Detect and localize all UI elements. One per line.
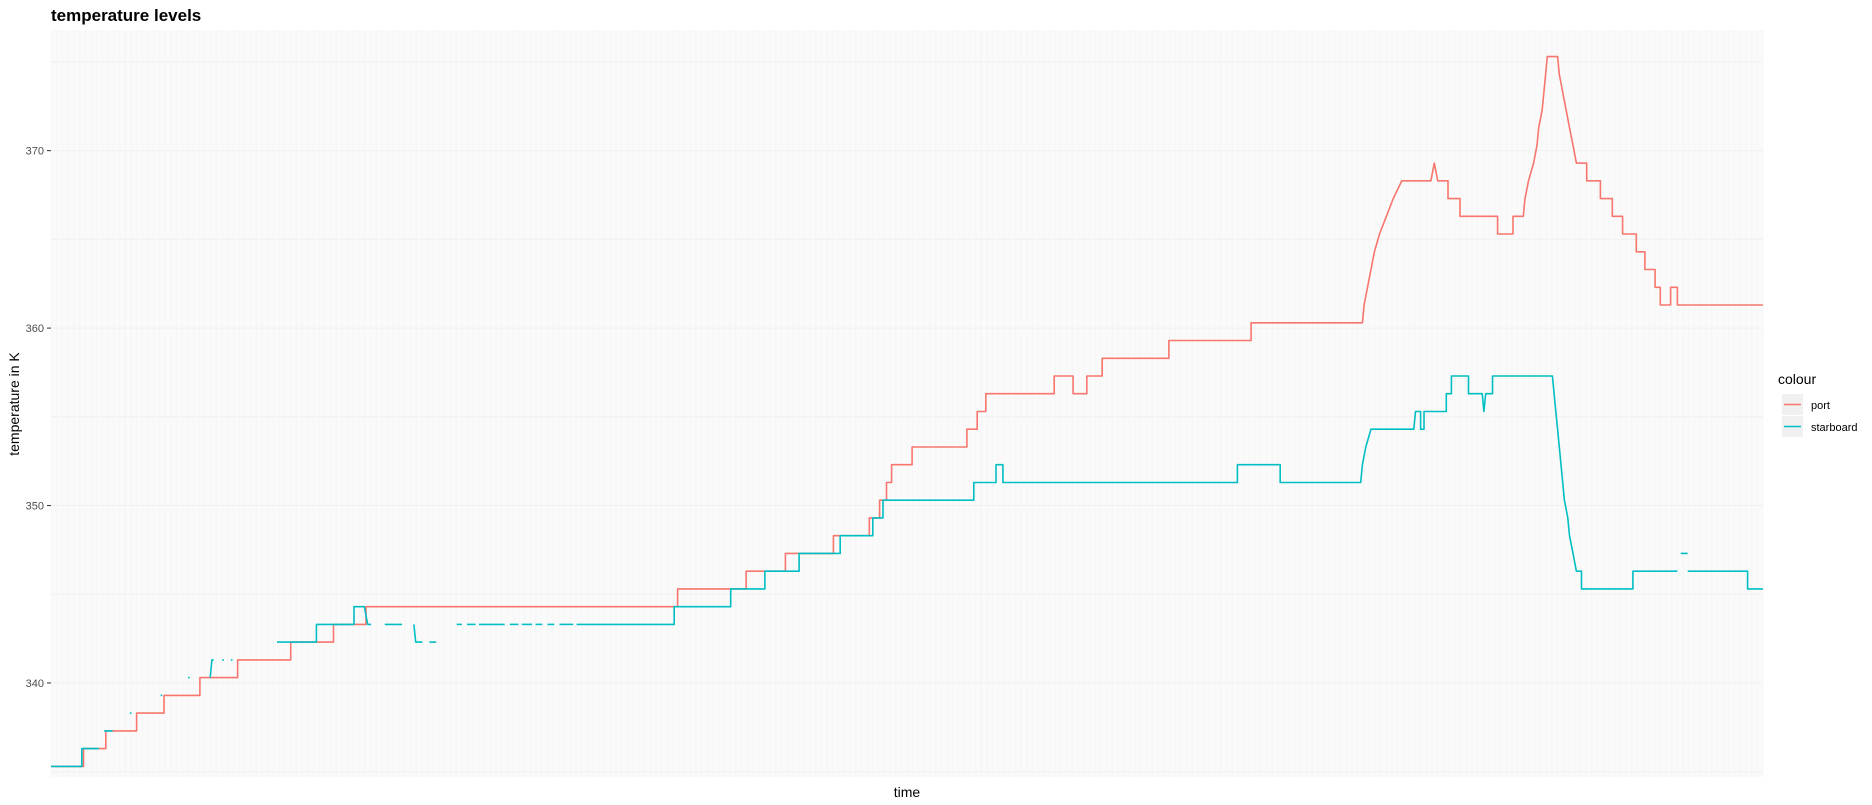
series-line-port: [51, 55, 1763, 768]
y-tick-label: 370: [26, 146, 44, 158]
series-line-starboard: [209, 659, 214, 678]
chart-title: temperature levels: [51, 6, 201, 25]
series-lines: [51, 55, 1763, 768]
legend-label-port: port: [1811, 400, 1830, 412]
series-line-starboard: [413, 624, 423, 643]
series-starboard: [51, 375, 1763, 768]
series-line-starboard: [277, 605, 372, 643]
y-axis-title: temperature in K: [6, 352, 22, 456]
series-line-starboard: [51, 747, 99, 768]
legend-title: colour: [1778, 371, 1816, 387]
y-tick-label: 340: [26, 678, 44, 690]
legend-label-starboard: starboard: [1811, 422, 1857, 434]
y-axis-ticks: 340 350 360 370: [26, 146, 51, 690]
y-tick-label: 360: [26, 323, 44, 335]
legend: colour port starboard: [1778, 371, 1857, 437]
x-axis-title: time: [894, 784, 921, 800]
grid-lines: [50, 30, 1764, 777]
series-line-starboard: [1687, 570, 1763, 590]
series-line-starboard: [576, 375, 1678, 626]
series-port: [51, 55, 1763, 768]
y-tick-label: 350: [26, 501, 44, 513]
